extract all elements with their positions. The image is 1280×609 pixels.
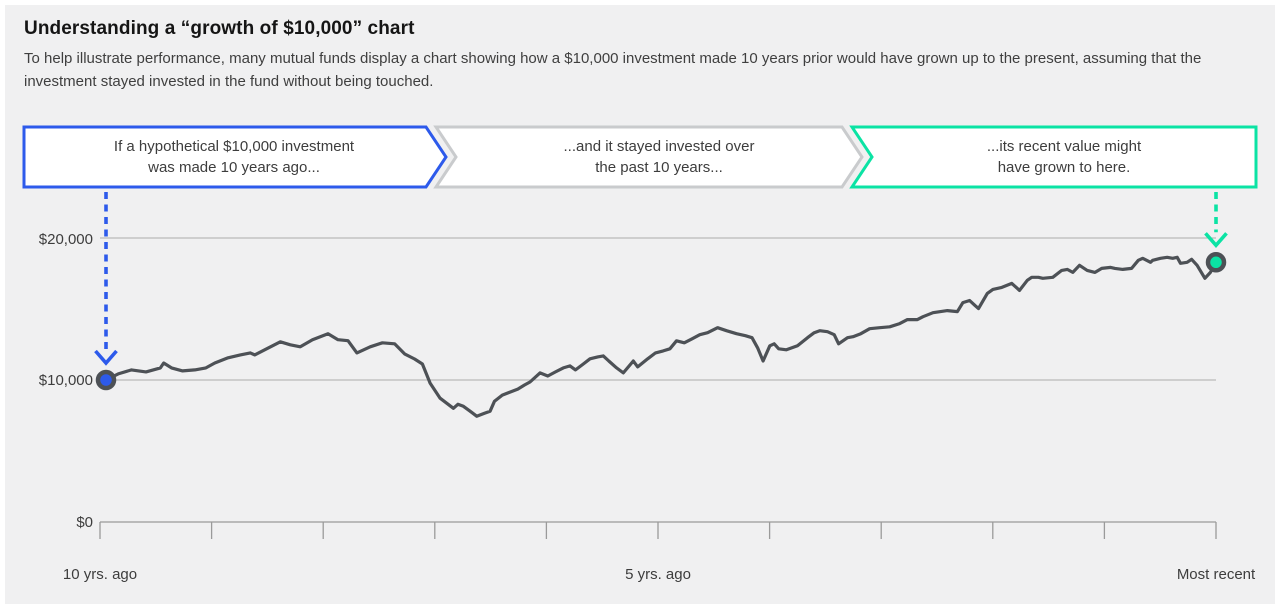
banner-step-2-shape	[433, 125, 864, 189]
banner-step-1: If a hypothetical $10,000 investment was…	[34, 127, 434, 187]
banner-step-3-line1: ...its recent value might	[986, 138, 1142, 155]
gridlines	[100, 237, 1216, 381]
y-tick-label-0: $0	[76, 514, 93, 531]
arrowhead-icon	[94, 349, 118, 366]
banner-step-2-line2: the past 10 years...	[595, 159, 723, 176]
banner-step-2-line1: ...and it stayed invested over	[563, 138, 755, 155]
start-annotation-arrow	[94, 192, 118, 366]
y-tick-label-20000: $20,000	[39, 231, 93, 248]
banner-step-1-shape	[22, 125, 448, 189]
start-point-marker	[95, 369, 117, 391]
arrowhead-icon	[1204, 232, 1228, 249]
banner-step-3-line2: have grown to here.	[997, 159, 1131, 176]
x-axis-ticks	[99, 522, 1217, 539]
banner-step-1-line1: If a hypothetical $10,000 investment	[113, 138, 355, 155]
banner-step-3: ...its recent value might have grown to …	[868, 127, 1260, 187]
banner-step-1-line2: was made 10 years ago...	[148, 159, 320, 176]
banner-step-3-shape	[849, 125, 1258, 189]
y-tick-label-10000: $10,000	[39, 372, 93, 389]
banner-step-2: ...and it stayed invested over the past …	[462, 127, 856, 187]
background-panel	[5, 5, 1275, 604]
page-description: To help illustrate performance, many mut…	[24, 50, 1202, 90]
page-title: Understanding a “growth of $10,000” char…	[24, 18, 415, 39]
x-label-10-yrs-ago: 10 yrs. ago	[63, 566, 137, 583]
x-label-5-yrs-ago: 5 yrs. ago	[625, 566, 691, 583]
point-markers	[95, 252, 1227, 391]
fund-growth-line	[104, 255, 1218, 418]
end-point-marker	[1205, 252, 1227, 273]
end-annotation-arrow	[1204, 192, 1228, 249]
x-label-most-recent: Most recent	[1177, 566, 1256, 583]
